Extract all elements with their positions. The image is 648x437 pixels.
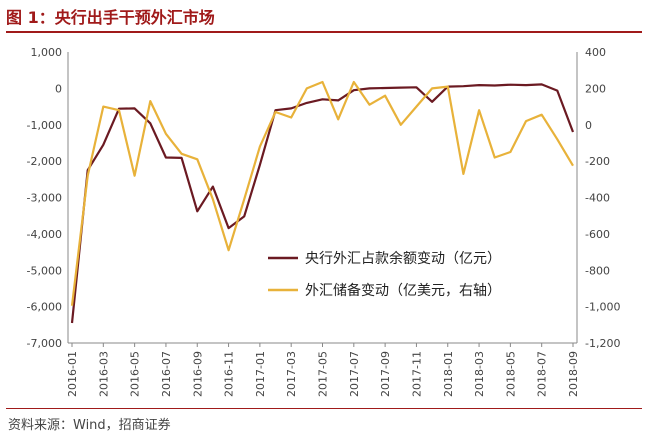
x-tick-label: 2017-03: [285, 351, 298, 397]
x-tick-label: 2016-11: [223, 351, 236, 397]
right-tick-label: -400: [585, 192, 610, 205]
x-tick-label: 2016-01: [66, 351, 79, 397]
right-tick-label: -1,000: [585, 301, 620, 314]
right-tick-label: -1,200: [585, 337, 620, 350]
x-axis: 2016-01 2016-03 2016-05 2016-07 2016-09 2016-…: [66, 343, 580, 397]
x-tick-label: 2016-09: [191, 351, 204, 397]
x-tick-label: 2018-01: [442, 351, 455, 397]
legend-label: 央行外汇占款余额变动（亿元）: [305, 250, 501, 267]
right-tick-label: -800: [585, 264, 610, 277]
left-axis: 1,000 0 -1,000 -2,000 -3,000 -4,000 -5,000 -6,0…: [27, 46, 62, 350]
right-tick-label: -200: [585, 155, 610, 168]
x-tick-label: 2017-11: [410, 351, 423, 397]
right-axis: 400 200 0 -200 -400 -600 -800 -1,000 -1,200: [585, 46, 620, 350]
left-tick-label: -4,000: [27, 228, 62, 241]
series-fx-reserve-line: [70, 80, 574, 306]
legend-label: 外汇储备变动（亿美元，右轴）: [305, 282, 501, 299]
x-tick-label: 2016-05: [129, 351, 142, 397]
title-divider: [6, 31, 642, 33]
right-tick-label: 400: [585, 46, 606, 59]
plot-area: [67, 52, 578, 344]
x-tick-label: 2017-09: [379, 351, 392, 397]
left-tick-label: -3,000: [27, 192, 62, 205]
series-fx-position-line: [70, 83, 575, 324]
left-tick-label: 1,000: [31, 46, 63, 59]
left-tick-label: -7,000: [27, 337, 62, 350]
source-note: 资料来源：Wind，招商证券: [8, 418, 171, 433]
x-tick-label: 2017-05: [317, 351, 330, 397]
left-tick-label: -5,000: [27, 264, 62, 277]
legend: 央行外汇占款余额变动（亿元） 外汇储备变动（亿美元，右轴）: [268, 250, 501, 299]
x-tick-label: 2016-07: [160, 351, 173, 397]
right-tick-label: 0: [585, 119, 592, 132]
x-tick-label: 2018-05: [504, 351, 517, 397]
left-tick-label: -6,000: [27, 301, 62, 314]
x-tick-label: 2018-03: [473, 351, 486, 397]
left-tick-label: 0: [55, 82, 62, 95]
x-tick-label: 2017-07: [348, 351, 361, 397]
x-tick-label: 2018-07: [536, 351, 549, 397]
left-tick-label: -1,000: [27, 119, 62, 132]
x-tick-label: 2017-01: [254, 351, 267, 397]
chart-title: 图 1：央行出手干预外汇市场: [6, 8, 215, 27]
x-tick-label: 2016-03: [97, 351, 110, 397]
source-divider: [6, 408, 642, 409]
left-tick-label: -2,000: [27, 155, 62, 168]
series-group: [70, 80, 575, 324]
right-tick-label: -600: [585, 228, 610, 241]
x-tick-label: 2018-09: [567, 351, 580, 397]
right-tick-label: 200: [585, 82, 606, 95]
